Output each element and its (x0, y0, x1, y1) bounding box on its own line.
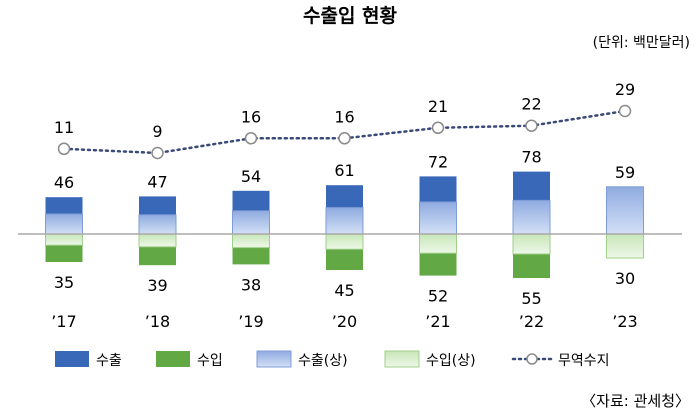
x-tick-label: ’17 (51, 312, 76, 331)
import-value-label: 45 (334, 281, 354, 300)
legend-marker-balance (526, 353, 538, 365)
trade-balance-label: 22 (521, 95, 541, 114)
trade-balance-label: 11 (54, 118, 74, 137)
data-labels: 46 35 47 39 54 38 61 45 72 52 78 55 59 30 (54, 148, 635, 308)
legend-swatch-import-h1 (384, 350, 420, 368)
import-value-label: 52 (428, 287, 448, 306)
x-tick-label: ’22 (519, 312, 544, 331)
legend-label-export: 수출 (96, 353, 122, 369)
export-h1-bar (232, 210, 270, 235)
export-h1-bar (325, 207, 364, 235)
import-value-label: 38 (241, 275, 261, 294)
export-value-label: 78 (521, 148, 541, 167)
x-tick-label: ’20 (332, 312, 357, 331)
trade-balance-point (431, 121, 445, 135)
trade-balance-point (338, 132, 351, 145)
legend-label-import-h1: 수입(상) (426, 353, 476, 369)
legend-swatch-export (55, 351, 89, 367)
import-h1-bar (419, 233, 457, 254)
import-h1-bar (606, 233, 644, 259)
trade-balance-point (244, 132, 258, 145)
import-h1-bar (45, 233, 83, 246)
export-value-label: 47 (147, 172, 167, 191)
legend-label-export-h1: 수출(상) (298, 353, 348, 369)
trade-balance-point (57, 142, 71, 156)
legend-label-balance: 무역수지 (558, 353, 610, 369)
x-axis-ticks: ’17 ’18 ’19 ’20 ’21 ’22 ’23 (51, 312, 637, 331)
trade-balance-point (151, 146, 164, 160)
legend-swatch-import (156, 351, 190, 367)
import-h1-bar (325, 233, 364, 250)
trade-balance-line: 11 9 16 16 21 22 29 (54, 80, 635, 160)
trade-balance-point (525, 119, 538, 132)
x-tick-label: ’18 (145, 312, 170, 331)
legend-label-import: 수입 (197, 353, 223, 369)
x-tick-label: ’21 (425, 312, 450, 331)
trade-balance-point (618, 104, 632, 118)
chart-title: 수출입 현황 (303, 4, 398, 27)
import-value-label: 35 (54, 273, 74, 292)
legend: 수출 수입 수출(상) 수입(상) 무역수지 (55, 350, 610, 369)
export-h1-bar (419, 201, 457, 235)
source-note: 〈자료: 관세청〉 (581, 392, 690, 410)
unit-note: (단위: 백만달러) (593, 35, 690, 51)
export-h1-bar (138, 214, 177, 235)
import-value-label: 55 (521, 289, 541, 308)
import-value-label: 30 (615, 269, 635, 288)
x-tick-label: ’19 (238, 312, 263, 331)
export-h1-bar (45, 213, 83, 235)
trade-balance-label: 29 (615, 80, 635, 99)
import-h1-bar (232, 233, 270, 249)
export-value-label: 61 (334, 161, 354, 180)
export-value-label: 72 (428, 152, 448, 171)
import-h1-bar (138, 233, 177, 248)
x-tick-label: ’23 (612, 312, 637, 331)
trade-balance-label: 9 (152, 122, 162, 141)
import-h1-bar (512, 233, 551, 255)
bar-layer (45, 171, 644, 278)
trade-balance-label: 16 (334, 107, 354, 126)
export-value-label: 59 (615, 163, 635, 182)
legend-swatch-export-h1 (256, 350, 292, 368)
import-value-label: 39 (147, 276, 167, 295)
export-value-label: 54 (241, 167, 261, 186)
export-value-label: 46 (54, 173, 74, 192)
export-h1-bar (606, 186, 644, 235)
export-h1-bar (512, 199, 551, 235)
trade-balance-label: 16 (241, 107, 261, 126)
trade-balance-label: 21 (428, 97, 448, 116)
